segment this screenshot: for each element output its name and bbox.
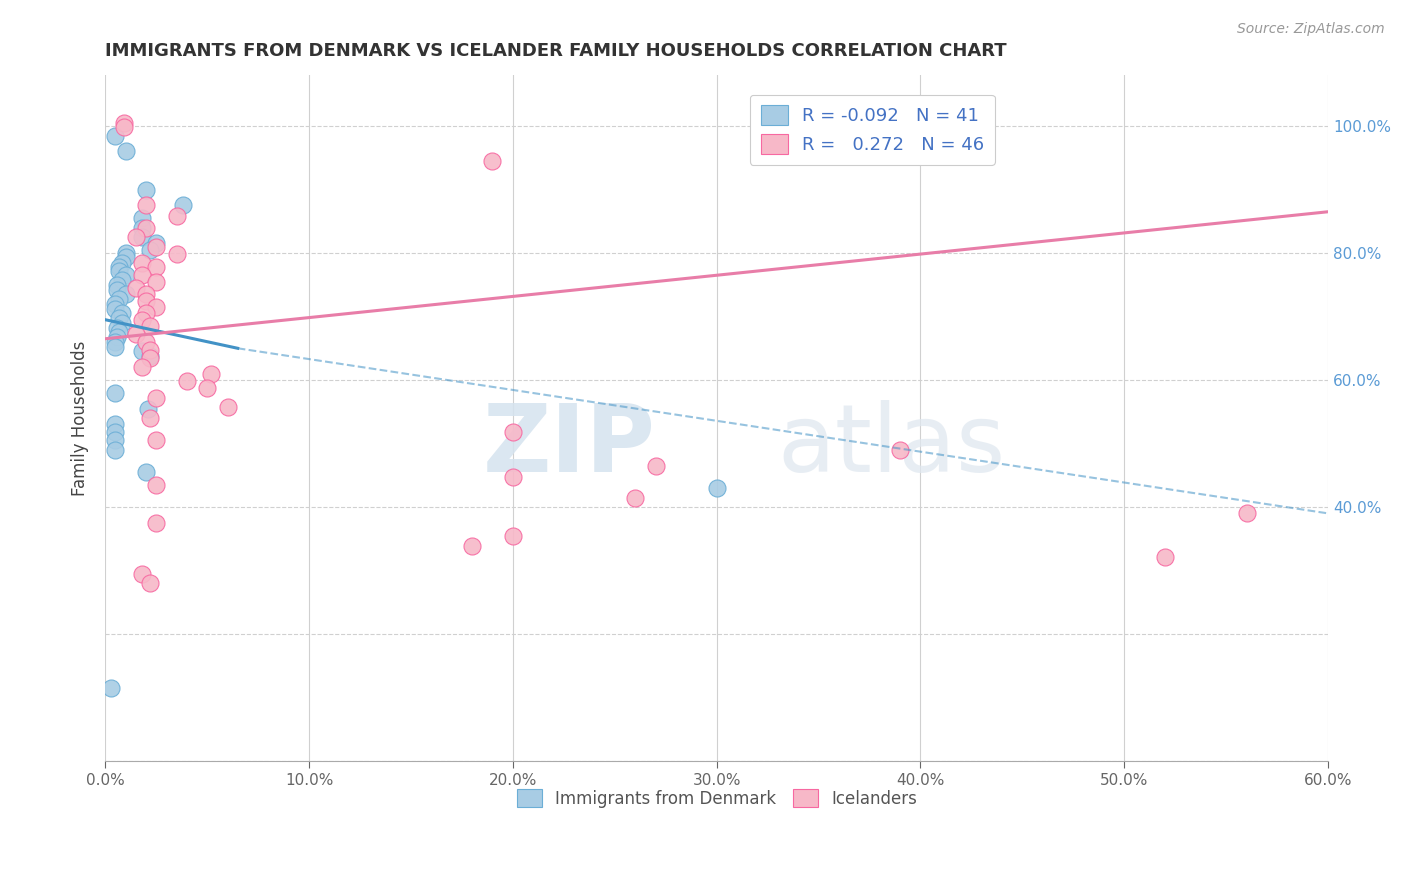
Point <box>145 478 167 492</box>
Point <box>112 120 135 135</box>
Point <box>139 576 162 591</box>
Point <box>166 247 188 261</box>
Point <box>131 344 153 359</box>
Point <box>107 321 129 335</box>
Point <box>100 681 122 695</box>
Point <box>125 327 148 342</box>
Point <box>108 310 131 325</box>
Point <box>131 312 153 326</box>
Point <box>108 292 131 306</box>
Point <box>139 243 162 257</box>
Point <box>135 306 157 320</box>
Legend: Immigrants from Denmark, Icelanders: Immigrants from Denmark, Icelanders <box>510 782 924 814</box>
Point <box>110 316 132 330</box>
Point <box>135 287 157 301</box>
Point <box>114 246 136 260</box>
Point <box>172 198 194 212</box>
Point <box>145 516 167 530</box>
Text: IMMIGRANTS FROM DENMARK VS ICELANDER FAMILY HOUSEHOLDS CORRELATION CHART: IMMIGRANTS FROM DENMARK VS ICELANDER FAM… <box>105 42 1007 60</box>
Y-axis label: Family Households: Family Households <box>72 341 89 496</box>
Point <box>104 385 127 400</box>
Point <box>135 465 157 479</box>
Point <box>217 400 239 414</box>
Point <box>107 277 129 292</box>
Point <box>108 264 131 278</box>
Point <box>136 401 159 416</box>
Point <box>114 268 136 283</box>
Point <box>145 240 167 254</box>
Point <box>131 220 153 235</box>
Text: ZIP: ZIP <box>482 400 655 491</box>
Point <box>135 220 157 235</box>
Point <box>145 236 167 251</box>
Point <box>889 442 911 457</box>
Point <box>104 301 127 316</box>
Point <box>502 425 524 439</box>
Point <box>104 297 127 311</box>
Point <box>1154 549 1177 564</box>
Point <box>104 340 127 354</box>
Point <box>107 330 129 344</box>
Point <box>131 268 153 283</box>
Point <box>145 434 167 448</box>
Point <box>104 434 127 448</box>
Point <box>461 540 484 554</box>
Point <box>114 251 136 265</box>
Point <box>1236 507 1258 521</box>
Point <box>104 417 127 432</box>
Point <box>502 528 524 542</box>
Point <box>139 319 162 334</box>
Point <box>131 211 153 226</box>
Text: Source: ZipAtlas.com: Source: ZipAtlas.com <box>1237 22 1385 37</box>
Point <box>195 381 218 395</box>
Point <box>110 273 132 287</box>
Point <box>139 411 162 425</box>
Point <box>176 374 198 388</box>
Point <box>481 153 503 168</box>
Point <box>145 260 167 274</box>
Point <box>135 198 157 212</box>
Point <box>135 334 157 349</box>
Point <box>131 566 153 581</box>
Point <box>104 128 127 143</box>
Point <box>139 351 162 365</box>
Point <box>145 391 167 405</box>
Point <box>644 458 666 473</box>
Point <box>108 260 131 274</box>
Point <box>114 145 136 159</box>
Point <box>135 293 157 308</box>
Point <box>114 287 136 301</box>
Point <box>104 334 127 349</box>
Point <box>104 442 127 457</box>
Point <box>706 481 728 495</box>
Point <box>107 283 129 297</box>
Point <box>104 425 127 439</box>
Point <box>166 209 188 223</box>
Point <box>110 255 132 269</box>
Text: atlas: atlas <box>778 400 1007 491</box>
Point <box>135 182 157 196</box>
Point <box>125 281 148 295</box>
Point <box>131 360 153 375</box>
Point <box>110 306 132 320</box>
Point <box>131 230 153 244</box>
Point <box>145 275 167 289</box>
Point <box>139 349 162 363</box>
Point <box>624 491 647 505</box>
Point <box>131 255 153 269</box>
Point <box>502 469 524 483</box>
Point <box>112 116 135 130</box>
Point <box>145 300 167 314</box>
Point <box>125 230 148 244</box>
Point <box>139 343 162 357</box>
Point <box>200 367 222 381</box>
Point <box>108 326 131 340</box>
